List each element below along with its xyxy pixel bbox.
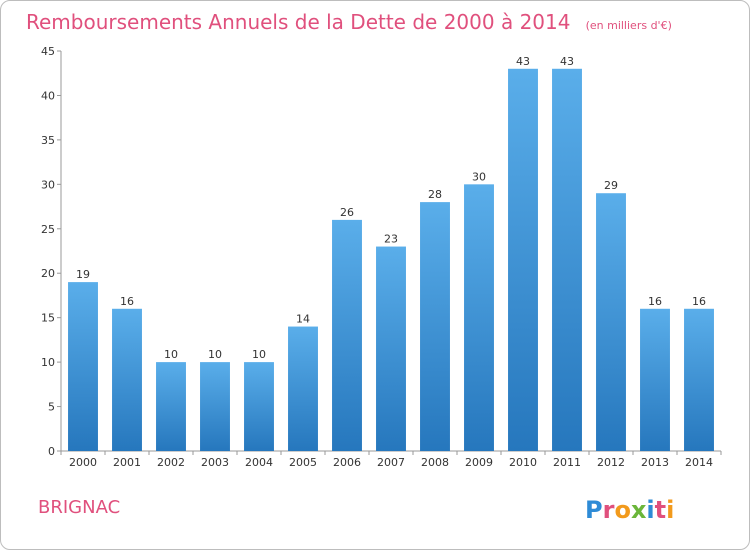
logo-letter: t <box>655 496 666 524</box>
bar <box>464 184 494 452</box>
x-tick-label: 2003 <box>201 456 229 469</box>
bar <box>552 68 582 452</box>
bar-value-label: 23 <box>384 233 398 246</box>
x-tick-label: 2000 <box>69 456 97 469</box>
logo-letter: i <box>646 496 654 524</box>
bar-value-label: 16 <box>692 295 706 308</box>
x-tick-label: 2008 <box>421 456 449 469</box>
bar <box>508 68 538 452</box>
x-tick-label: 2012 <box>597 456 625 469</box>
bars <box>68 68 714 452</box>
bar <box>332 219 362 451</box>
y-tick-label: 15 <box>41 312 55 325</box>
bar <box>112 308 142 451</box>
bar <box>596 193 626 451</box>
bar-value-label: 19 <box>76 268 90 281</box>
y-tick-label: 30 <box>41 178 55 191</box>
bar-value-label: 10 <box>208 348 222 361</box>
bar <box>200 362 230 451</box>
bar-value-label: 10 <box>252 348 266 361</box>
bar <box>244 362 274 451</box>
bar <box>420 202 450 451</box>
x-tick-label: 2004 <box>245 456 273 469</box>
y-axis: 0 5 10 15 20 25 30 35 40 45 <box>41 45 62 458</box>
logo-letter: o <box>614 496 631 524</box>
bar-value-label: 26 <box>340 206 354 219</box>
chart-subtitle: (en milliers d'€) <box>586 19 672 32</box>
bar <box>288 326 318 451</box>
bar <box>68 282 98 451</box>
y-tick-label: 25 <box>41 223 55 236</box>
bar-value-label: 30 <box>472 170 486 183</box>
bar-value-label: 29 <box>604 179 618 192</box>
x-tick-label: 2007 <box>377 456 405 469</box>
bar-value-label: 16 <box>120 295 134 308</box>
x-tick-label: 2013 <box>641 456 669 469</box>
bar-value-label: 10 <box>164 348 178 361</box>
x-tick-label: 2002 <box>157 456 185 469</box>
bar-value-label: 43 <box>560 55 574 68</box>
bar-value-label: 43 <box>516 55 530 68</box>
bar <box>376 246 406 451</box>
logo-letter: P <box>585 496 603 524</box>
y-tick-label: 10 <box>41 356 55 369</box>
x-axis: 2000 2001 2002 2003 2004 2005 2006 2007 2008 2009… <box>60 450 722 469</box>
chart-title: Remboursements Annuels de la Dette de 20… <box>26 10 672 34</box>
x-tick-label: 2014 <box>685 456 713 469</box>
y-tick-label: 40 <box>41 89 55 102</box>
x-tick-label: 2001 <box>113 456 141 469</box>
x-tick-label: 2009 <box>465 456 493 469</box>
x-tick-label: 2010 <box>509 456 537 469</box>
logo-letter: r <box>603 496 615 524</box>
value-labels: 19 16 10 10 10 14 26 23 28 30 43 43 29 16 16 <box>76 55 706 361</box>
chart-title-text: Remboursements Annuels de la Dette de 20… <box>26 10 570 34</box>
x-tick-label: 2011 <box>553 456 581 469</box>
bar <box>684 308 714 451</box>
x-tick-label: 2006 <box>333 456 361 469</box>
y-tick-label: 45 <box>41 45 55 58</box>
logo-letter: x <box>631 496 647 524</box>
y-tick-label: 35 <box>41 134 55 147</box>
bar <box>156 362 186 451</box>
y-tick-label: 20 <box>41 267 55 280</box>
bar-value-label: 28 <box>428 188 442 201</box>
proxiti-logo: Proxiti <box>585 496 674 524</box>
y-tick-label: 0 <box>48 445 55 458</box>
y-tick-label: 5 <box>48 401 55 414</box>
commune-name: BRIGNAC <box>38 497 120 518</box>
bar-value-label: 16 <box>648 295 662 308</box>
x-tick-label: 2005 <box>289 456 317 469</box>
logo-letter: i <box>666 496 674 524</box>
bar <box>640 308 670 451</box>
bar-value-label: 14 <box>296 313 310 326</box>
